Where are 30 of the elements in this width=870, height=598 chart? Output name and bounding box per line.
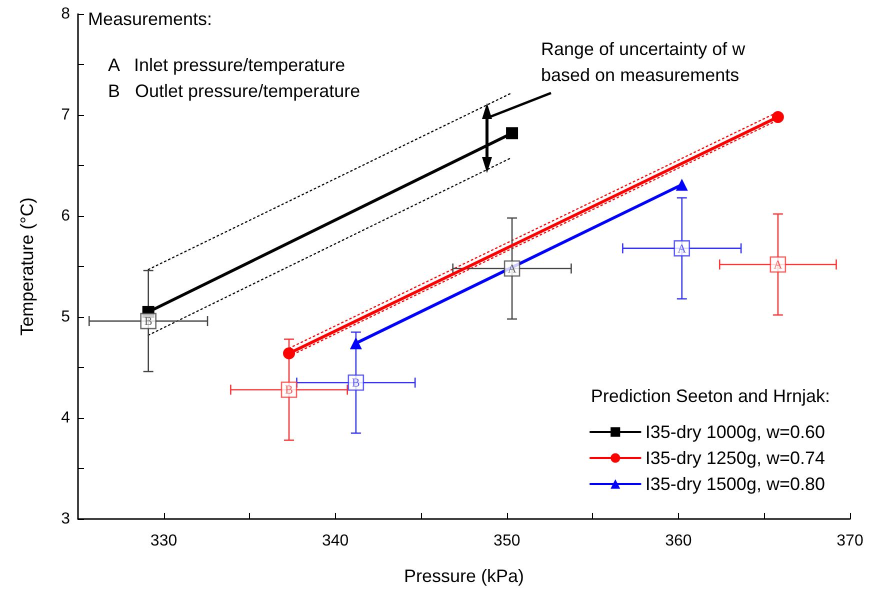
x-tick-label: 360 bbox=[665, 532, 692, 550]
x-tick-label: 370 bbox=[836, 532, 864, 550]
x-tick-label: 330 bbox=[150, 532, 178, 550]
legend-label: I35-dry 1250g, w=0.74 bbox=[645, 448, 826, 468]
point bbox=[506, 127, 518, 140]
y-axis-title: Temperature (°C) bbox=[17, 197, 37, 336]
legend-label: I35-dry 1500g, w=0.80 bbox=[645, 474, 826, 494]
point bbox=[283, 347, 296, 360]
data-label: A bbox=[774, 257, 783, 272]
x-tick-label: 350 bbox=[494, 532, 520, 550]
y-tick-label: 8 bbox=[61, 6, 70, 22]
annotation: Range of uncertainty of w based on measurements bbox=[541, 39, 750, 85]
data-label: A bbox=[508, 262, 517, 276]
data-label: B bbox=[144, 314, 152, 328]
point bbox=[772, 111, 784, 124]
annotation: A Inlet pressure/temperature bbox=[108, 55, 346, 75]
annotation: B Outlet pressure/temperature bbox=[108, 81, 360, 101]
x-tick-label: 340 bbox=[322, 532, 349, 550]
data-label: B bbox=[352, 376, 360, 390]
data-label: B bbox=[285, 382, 294, 397]
legend-label: I35-dry 1000g, w=0.60 bbox=[645, 422, 826, 442]
data-label: A bbox=[678, 241, 687, 256]
x-axis-title: Pressure (kPa) bbox=[404, 566, 524, 586]
y-tick-label: 4 bbox=[61, 410, 70, 426]
y-tick-label: 6 bbox=[61, 208, 70, 224]
legend-title: Prediction Seeton and Hrnjak: bbox=[590, 386, 830, 406]
y-tick-label: 3 bbox=[61, 510, 70, 528]
y-tick-label: 7 bbox=[61, 106, 70, 124]
annotation: Measurements: bbox=[88, 9, 212, 29]
y-tick-label: 5 bbox=[61, 308, 70, 326]
